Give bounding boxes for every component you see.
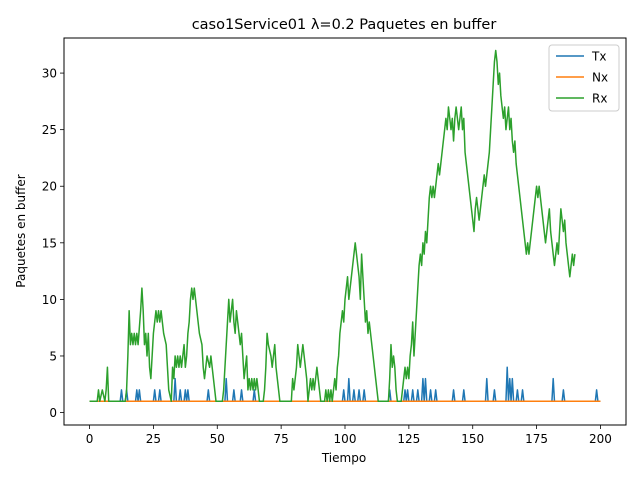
y-axis: 0 5 10 15 20 25 30 [42,67,64,420]
x-tick-label: 200 [589,432,612,446]
y-axis-label: Paquetes en buffer [14,174,28,287]
chart-title: caso1Service01 λ=0.2 Paquetes en buffer [192,17,497,33]
legend-label-tx: Tx [591,50,606,64]
x-axis: 0 25 50 75 100 125 150 175 200 [86,425,612,446]
x-tick-label: 150 [461,432,484,446]
x-tick-label: 100 [334,432,357,446]
y-tick-label: 25 [42,123,57,137]
x-tick-label: 175 [525,432,548,446]
x-axis-label: Tiempo [321,451,366,465]
x-tick-label: 50 [210,432,225,446]
series-line-rx [89,49,576,402]
y-tick-label: 15 [42,236,57,250]
x-tick-label: 75 [273,432,288,446]
y-tick-label: 10 [42,293,57,307]
series-layer [89,49,601,402]
legend-label-rx: Rx [592,92,607,106]
x-tick-label: 25 [146,432,161,446]
y-tick-label: 5 [49,349,57,363]
x-tick-label: 0 [86,432,94,446]
y-tick-label: 0 [49,406,57,420]
legend-label-nx: Nx [592,71,608,85]
x-tick-label: 125 [397,432,420,446]
y-tick-label: 30 [42,67,57,81]
legend: Tx Nx Rx [548,44,620,112]
y-tick-label: 20 [42,180,57,194]
legend-box [548,44,620,112]
